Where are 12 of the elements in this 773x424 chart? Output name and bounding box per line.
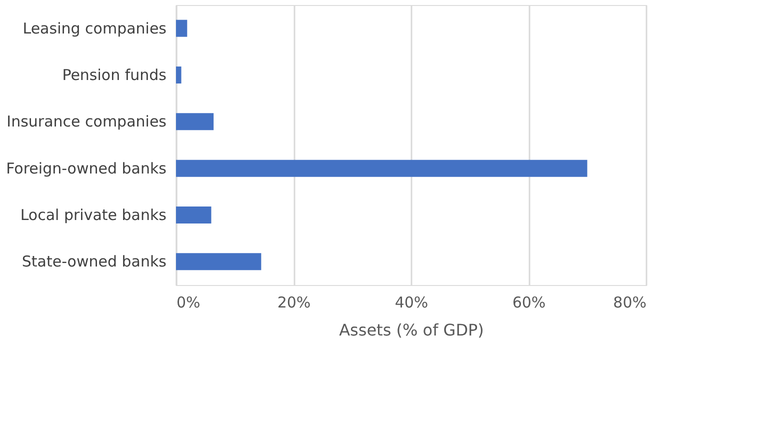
x-tick-label: 0% <box>176 294 200 312</box>
x-tick-label: 80% <box>613 294 646 312</box>
y-tick-label: Foreign-owned banks <box>6 159 167 178</box>
x-axis-title: Assets (% of GDP) <box>339 320 484 340</box>
y-tick-label: Leasing companies <box>22 19 167 38</box>
x-tick-label: 20% <box>277 294 311 312</box>
y-tick-label: Insurance companies <box>6 112 167 131</box>
x-tick-label: 40% <box>394 294 428 312</box>
y-tick-label: Local private banks <box>20 206 167 224</box>
y-tick-label: State-owned banks <box>22 252 167 271</box>
y-tick-label: Pension funds <box>62 66 167 84</box>
x-tick-label: 60% <box>512 294 546 312</box>
